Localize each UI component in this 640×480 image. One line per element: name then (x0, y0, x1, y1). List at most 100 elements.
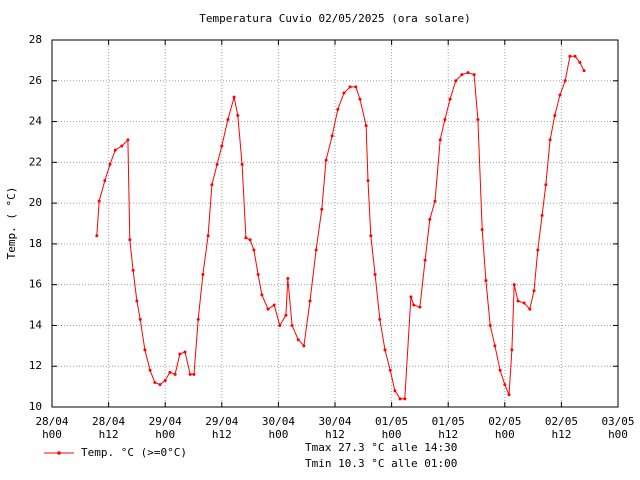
point (248, 238, 252, 242)
x-tick-label: 02/05 h00 (488, 415, 522, 441)
y-tick-label: 18 (29, 237, 42, 250)
point (284, 313, 288, 317)
point (507, 393, 511, 397)
annotation: Tmax 27.3 °C alle 14:30 (305, 441, 457, 454)
point (348, 85, 352, 89)
x-tick-label: 01/05 h00 (375, 415, 409, 441)
point (128, 238, 132, 242)
point (358, 97, 362, 101)
legend-label: Temp. °C (>=0°C) (81, 446, 187, 459)
point (226, 118, 230, 122)
point (484, 279, 488, 283)
point (510, 348, 514, 352)
point (409, 295, 413, 299)
point (544, 183, 548, 187)
point (308, 299, 312, 303)
legend-marker (57, 451, 61, 455)
x-tick-label: 03/05 h00 (601, 415, 635, 441)
point (558, 93, 562, 97)
point (240, 162, 244, 166)
point (472, 73, 476, 77)
point (120, 144, 124, 148)
point (206, 234, 210, 238)
point (522, 301, 526, 305)
point (260, 293, 264, 297)
point (95, 234, 99, 238)
point (158, 383, 162, 387)
point (378, 317, 382, 321)
point (314, 248, 318, 252)
point (244, 236, 248, 240)
point (138, 317, 142, 321)
point (568, 54, 572, 58)
y-tick-label: 22 (29, 155, 42, 168)
x-tick-label: 30/04 h12 (318, 415, 352, 441)
point (272, 303, 276, 307)
point (403, 397, 407, 401)
point (163, 378, 167, 382)
point (97, 199, 101, 203)
point (131, 268, 135, 272)
point (153, 381, 157, 385)
point (433, 199, 437, 203)
point (412, 303, 416, 307)
y-tick-label: 28 (29, 33, 42, 46)
point (540, 213, 544, 217)
y-axis-label: Temp. ( °C) (5, 187, 18, 260)
point (548, 138, 552, 142)
point (466, 71, 470, 75)
point (232, 95, 236, 99)
point (498, 368, 502, 372)
point (135, 299, 139, 303)
point (148, 368, 152, 372)
y-tick-label: 24 (29, 115, 43, 128)
point (503, 383, 507, 387)
point (578, 60, 582, 64)
point (168, 370, 172, 374)
point (178, 352, 182, 356)
point (220, 144, 224, 148)
y-tick-label: 26 (29, 74, 42, 87)
point (528, 307, 532, 311)
point (183, 350, 187, 354)
point (336, 107, 340, 111)
x-tick-label: 28/04 h00 (35, 415, 69, 441)
point (516, 299, 520, 303)
point (383, 348, 387, 352)
point (215, 162, 219, 166)
point (582, 69, 586, 73)
x-tick-label: 29/04 h12 (205, 415, 239, 441)
point (196, 317, 200, 321)
y-tick-label: 14 (29, 318, 43, 331)
point (290, 323, 294, 327)
point (512, 283, 516, 287)
point (553, 113, 557, 117)
x-tick-label: 30/04 h00 (261, 415, 295, 441)
point (488, 323, 492, 327)
x-tick-label: 28/04 h12 (92, 415, 126, 441)
y-tick-label: 16 (29, 278, 42, 291)
point (252, 248, 256, 252)
point (573, 54, 577, 58)
point (126, 138, 130, 142)
point (278, 323, 282, 327)
plot-frame (51, 39, 619, 408)
point (266, 307, 270, 311)
point (354, 85, 358, 89)
point (428, 217, 432, 221)
annotation: Tmin 10.3 °C alle 01:00 (305, 457, 457, 470)
point (210, 183, 214, 187)
point (460, 73, 464, 77)
x-tick-label: 01/05 h12 (431, 415, 465, 441)
point (476, 118, 480, 122)
point (236, 113, 240, 117)
point (443, 118, 447, 122)
point (324, 158, 328, 162)
point (418, 305, 422, 309)
point (493, 344, 497, 348)
point (393, 389, 397, 393)
point (480, 228, 484, 232)
point (342, 91, 346, 95)
